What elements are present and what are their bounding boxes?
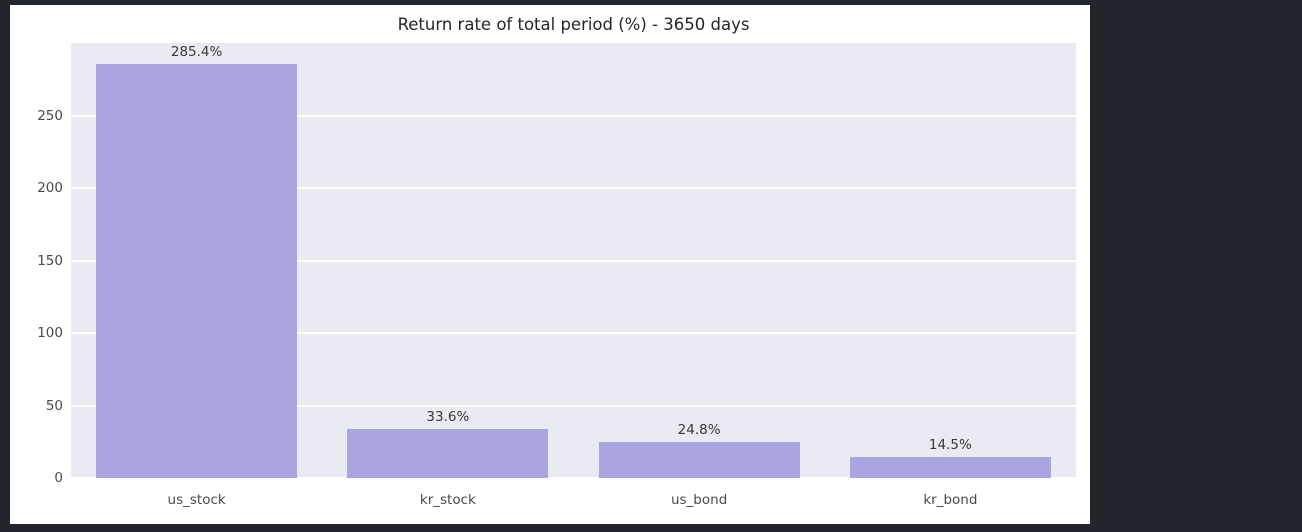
gridline: [71, 404, 1076, 407]
chart-title: Return rate of total period (%) - 3650 d…: [397, 15, 750, 34]
bar-us_stock: [96, 64, 298, 478]
bar-slot-kr_bond: 14.5%: [825, 43, 1076, 478]
x-axis: us_stock kr_stock us_bond kr_bond: [71, 486, 1076, 512]
y-tick-label: 100: [37, 325, 63, 342]
gridline: [71, 477, 1076, 479]
bar-slot-us_bond: 24.8%: [574, 43, 825, 478]
chart-figure: Return rate of total period (%) - 3650 d…: [10, 5, 1090, 524]
y-tick-label: 200: [37, 180, 63, 197]
bar-value-label: 33.6%: [426, 409, 470, 426]
y-axis: 0 50 100 150 200 250: [10, 43, 63, 486]
bar-slot-kr_stock: 33.6%: [322, 43, 573, 478]
bar-value-label: 24.8%: [677, 422, 721, 439]
x-tick-label-us_bond: us_bond: [670, 492, 728, 508]
bar-kr_stock: [347, 429, 549, 478]
bar-us_bond: [598, 442, 800, 478]
x-tick-label-kr_bond: kr_bond: [923, 492, 978, 508]
x-tick-label-us_stock: us_stock: [167, 492, 226, 508]
bar-value-label: 14.5%: [928, 436, 972, 453]
gridline: [71, 114, 1076, 117]
y-tick-label: 150: [37, 252, 63, 269]
y-tick-label: 0: [54, 470, 63, 486]
gridline: [71, 259, 1076, 262]
plot-area: 285.4% 33.6% 24.8% 14.5%: [71, 43, 1076, 479]
bar-slot-us_stock: 285.4%: [71, 43, 322, 478]
y-tick-label: 50: [45, 397, 63, 414]
bar-value-label: 285.4%: [170, 44, 223, 61]
x-tick-label-kr_stock: kr_stock: [419, 492, 476, 508]
bar-kr_bond: [849, 456, 1051, 478]
gridline: [71, 332, 1076, 335]
y-tick-label: 250: [37, 107, 63, 124]
gridline: [71, 187, 1076, 190]
